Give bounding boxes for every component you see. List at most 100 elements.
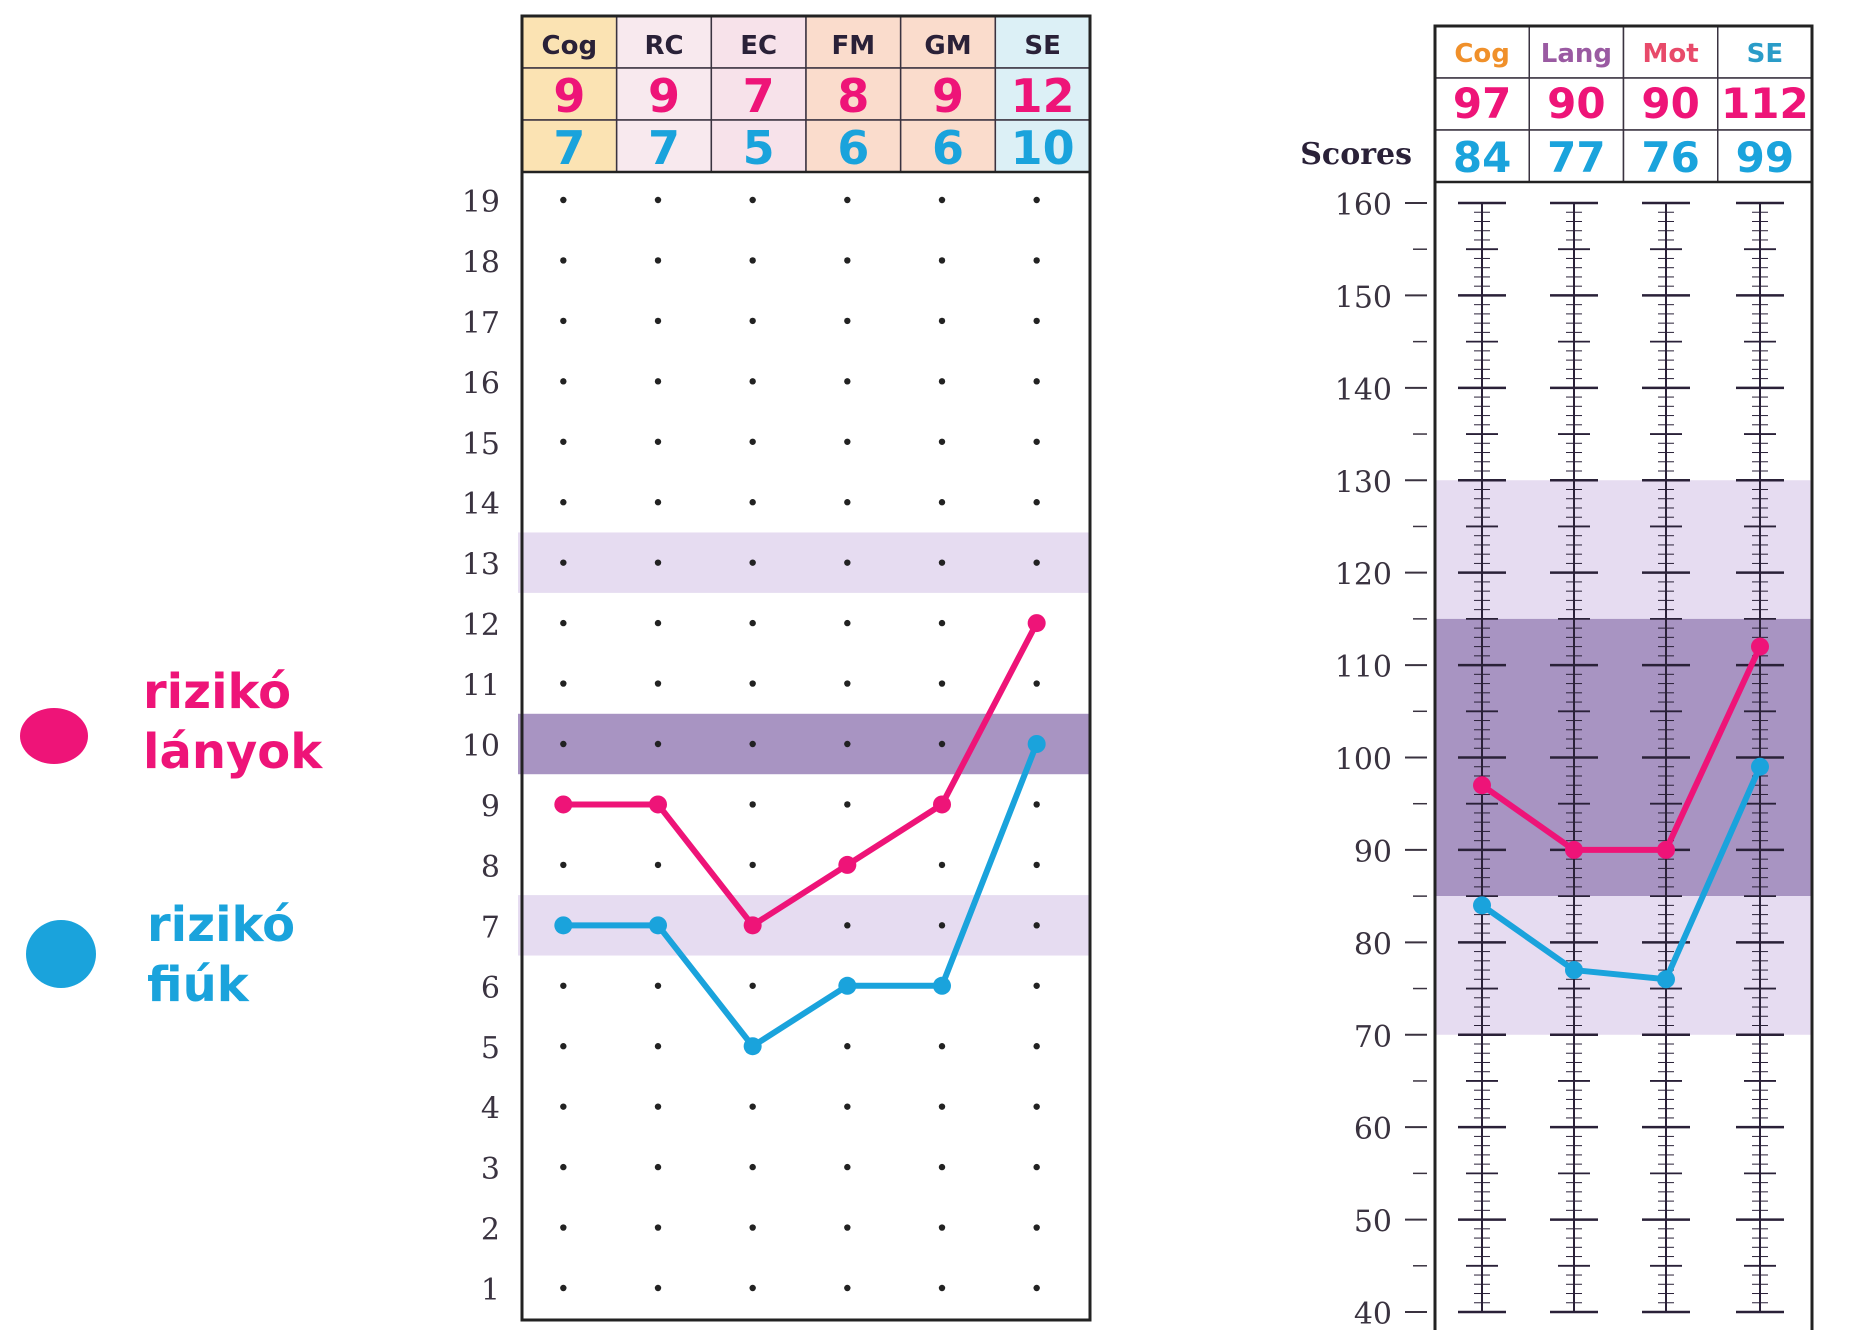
data-point-girls-cog [554, 795, 573, 814]
grid-dot [1033, 559, 1040, 566]
y-tick-label-13: 13 [462, 548, 500, 583]
grid-dot [749, 801, 756, 808]
data-point-boys-ec [743, 1037, 762, 1056]
grid-dot [938, 922, 946, 929]
domain-label-se: SE [1747, 39, 1784, 69]
grid-dot [654, 499, 662, 506]
grid-dot [654, 559, 662, 566]
grid-dot [560, 1043, 567, 1050]
data-point-girls-se [1027, 614, 1046, 633]
grid-dot [560, 1103, 567, 1110]
legend-label-line: rizikó [147, 897, 296, 953]
grid-dot [938, 196, 946, 204]
domain-label-gm: GM [924, 31, 971, 61]
grid-dot [560, 619, 567, 627]
y-tick-label-150: 150 [1335, 280, 1392, 315]
y-tick-label-1: 1 [481, 1273, 500, 1308]
header-cell [710, 67, 807, 121]
grid-dot [844, 499, 851, 506]
boys-score-cog: 7 [553, 121, 585, 175]
data-point-girls-rc [649, 795, 667, 814]
y-tick-label-40: 40 [1354, 1297, 1392, 1330]
grid-dot [560, 196, 567, 204]
grid-dot [749, 378, 756, 385]
header-cell [994, 119, 1091, 173]
grid-dot [938, 317, 946, 325]
header-cell [1528, 25, 1625, 79]
y-tick-label-10: 10 [462, 729, 500, 764]
data-point-girls-lang [1565, 840, 1583, 859]
grid-dot [938, 1224, 946, 1231]
grid-dot [938, 740, 946, 748]
grid-dot [560, 982, 567, 989]
data-point-boys-gm [933, 976, 951, 995]
grid-dot [844, 378, 851, 385]
boys-score-lang: 77 [1547, 133, 1605, 182]
legend-label-line: lányok [143, 724, 323, 780]
grid-dot [938, 1284, 946, 1292]
header-cell [805, 67, 902, 121]
grid-dot [654, 317, 662, 325]
grid-dot [1033, 1103, 1040, 1110]
boys-score-ec: 5 [743, 121, 775, 175]
grid-dot [654, 619, 662, 627]
boys-score-rc: 7 [648, 121, 680, 175]
y-tick-label-110: 110 [1335, 650, 1392, 685]
grid-dot [749, 196, 756, 204]
y-tick-label-15: 15 [462, 427, 500, 462]
y-tick-label-7: 7 [481, 910, 500, 945]
girls-score-cog: 97 [1453, 79, 1511, 128]
grid-dot [938, 257, 946, 264]
grid-dot [1033, 378, 1040, 385]
girls-score-fm: 8 [837, 69, 869, 123]
y-tick-label-9: 9 [481, 789, 500, 824]
grid-dot [844, 196, 851, 204]
grid-dot [560, 1163, 567, 1171]
y-tick-label-5: 5 [481, 1031, 500, 1066]
grid-dot [844, 740, 851, 748]
girls-score-gm: 9 [932, 69, 964, 123]
shaded-band-3 [1435, 896, 1812, 1035]
grid-dot [749, 559, 756, 566]
y-tick-label-6: 6 [481, 971, 500, 1006]
grid-dot [1033, 499, 1040, 506]
header-cell [994, 15, 1091, 69]
grid-dot [844, 1043, 851, 1050]
data-point-boys-lang [1565, 961, 1583, 980]
grid-dot [938, 619, 946, 627]
girls-score-lang: 90 [1547, 79, 1605, 128]
grid-dot [938, 1103, 946, 1110]
y-tick-label-12: 12 [462, 608, 500, 643]
grid-dot [654, 196, 662, 204]
shaded-band-2 [518, 713, 1090, 775]
data-point-boys-mot [1657, 970, 1675, 989]
legend-label-line: fiúk [147, 957, 249, 1013]
y-tick-label-11: 11 [462, 669, 500, 704]
grid-dot [1033, 861, 1040, 869]
grid-dot [844, 1224, 851, 1231]
data-point-girls-ec [743, 916, 762, 935]
y-tick-label-14: 14 [462, 487, 500, 522]
grid-dot [560, 861, 567, 869]
grid-dot [749, 1163, 756, 1171]
grid-dot [844, 619, 851, 627]
data-point-girls-gm [933, 795, 951, 814]
girls-score-cog: 9 [553, 69, 585, 123]
y-tick-label-17: 17 [462, 306, 500, 341]
series-line-girls [1480, 645, 1763, 853]
girls-score-rc: 9 [648, 69, 680, 123]
header-cell [899, 119, 997, 173]
data-point-girls-se [1751, 637, 1769, 656]
grid-dot [844, 680, 851, 687]
grid-dot [749, 499, 756, 506]
data-point-boys-se [1027, 735, 1046, 753]
grid-dot [654, 1284, 662, 1292]
grid-dot [560, 1224, 567, 1231]
y-tick-label-8: 8 [481, 850, 500, 885]
grid-dot [560, 1284, 567, 1292]
grid-dot [938, 680, 946, 687]
grid-dot [1033, 801, 1040, 808]
header-cell [1622, 77, 1719, 131]
grid-dot [749, 257, 756, 264]
y-tick-label-4: 4 [481, 1092, 500, 1127]
